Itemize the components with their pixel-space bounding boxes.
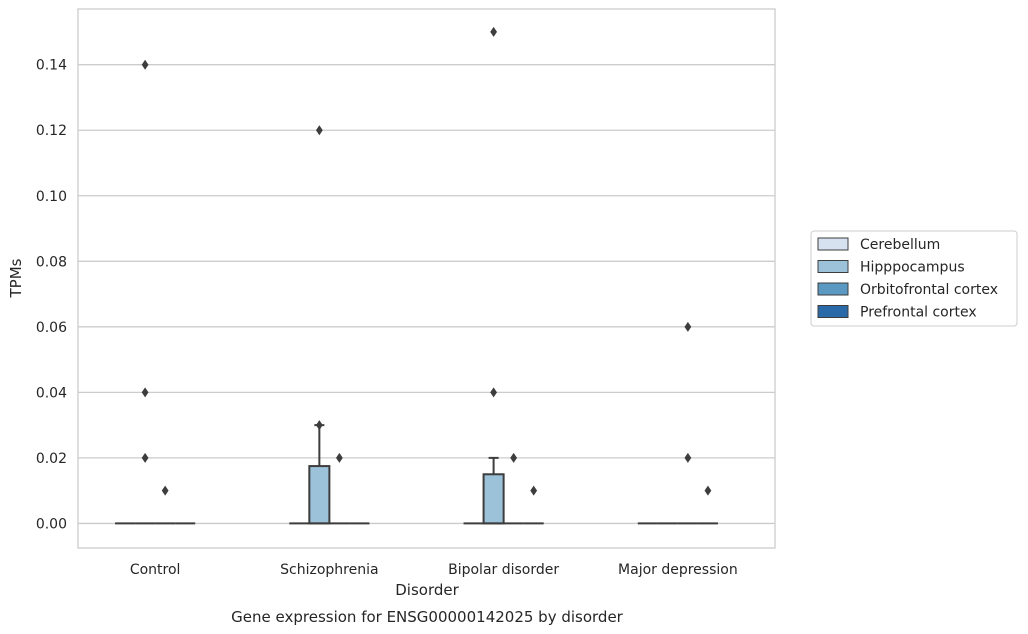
y-tick-labels: 0.00 0.02 0.04 0.06 0.08 0.10 0.12 0.14 xyxy=(36,58,67,533)
x-tick-labels: Control Schizophrenia Bipolar disorder Majo… xyxy=(130,562,738,578)
gridlines xyxy=(78,64,775,525)
y-tick-label: 0.02 xyxy=(36,451,67,467)
box-hipppocampus xyxy=(308,125,331,525)
legend-swatch xyxy=(817,237,849,251)
box-orbitofrontal-cortex xyxy=(503,452,524,525)
box-orbitofrontal-cortex xyxy=(329,452,350,525)
x-tick-label: Schizophrenia xyxy=(280,562,378,578)
outlier-point xyxy=(510,452,518,463)
outlier-point xyxy=(161,485,169,496)
box-orbitofrontal-cortex xyxy=(677,321,698,525)
outlier-point xyxy=(141,452,149,463)
outlier-point xyxy=(335,452,343,463)
boxes xyxy=(115,26,718,525)
box-body xyxy=(482,473,505,525)
legend-label: Cerebellum xyxy=(860,237,940,253)
x-axis-label: Disorder xyxy=(395,581,459,599)
outlier-point xyxy=(315,125,323,136)
y-axis-label: TPMs xyxy=(7,258,25,298)
legend-label: Prefrontal cortex xyxy=(860,305,977,321)
box-prefrontal-cortex xyxy=(523,485,544,525)
y-tick-label: 0.12 xyxy=(36,123,67,139)
y-tick-label: 0.08 xyxy=(36,254,67,270)
y-tick-label: 0.14 xyxy=(36,58,67,74)
legend-label: Orbitofrontal cortex xyxy=(860,282,998,298)
legend-swatch xyxy=(817,282,849,296)
box-hipppocampus xyxy=(482,26,505,525)
outlier-point xyxy=(141,59,149,70)
outlier-point xyxy=(490,26,498,37)
legend-label: Hipppocampus xyxy=(860,260,965,276)
outlier-point xyxy=(704,485,712,496)
x-tick-label: Major depression xyxy=(618,562,738,578)
outlier-point xyxy=(315,420,323,431)
x-tick-label: Bipolar disorder xyxy=(448,562,559,578)
y-tick-label: 0.04 xyxy=(36,385,67,401)
outlier-point xyxy=(490,387,498,398)
legend: Cerebellum Hipppocampus Orbitofrontal cort… xyxy=(810,230,1018,327)
outlier-point xyxy=(141,387,149,398)
outlier-point xyxy=(684,321,692,332)
y-tick-label: 0.10 xyxy=(36,189,67,205)
box-prefrontal-cortex xyxy=(697,485,718,525)
legend-swatch xyxy=(817,260,849,273)
x-tick-label: Control xyxy=(130,562,181,578)
box-hipppocampus xyxy=(135,59,156,525)
outlier-point xyxy=(530,485,538,496)
figure-caption: Gene expression for ENSG00000142025 by d… xyxy=(231,608,624,626)
y-tick-label: 0.00 xyxy=(36,516,67,532)
legend-frame xyxy=(810,230,1018,327)
box-orbitofrontal-cortex xyxy=(155,485,176,525)
outlier-point xyxy=(684,452,692,463)
y-tick-label: 0.06 xyxy=(36,320,67,336)
legend-swatch xyxy=(817,305,849,318)
box-body xyxy=(308,465,331,525)
plot-frame xyxy=(77,8,776,549)
